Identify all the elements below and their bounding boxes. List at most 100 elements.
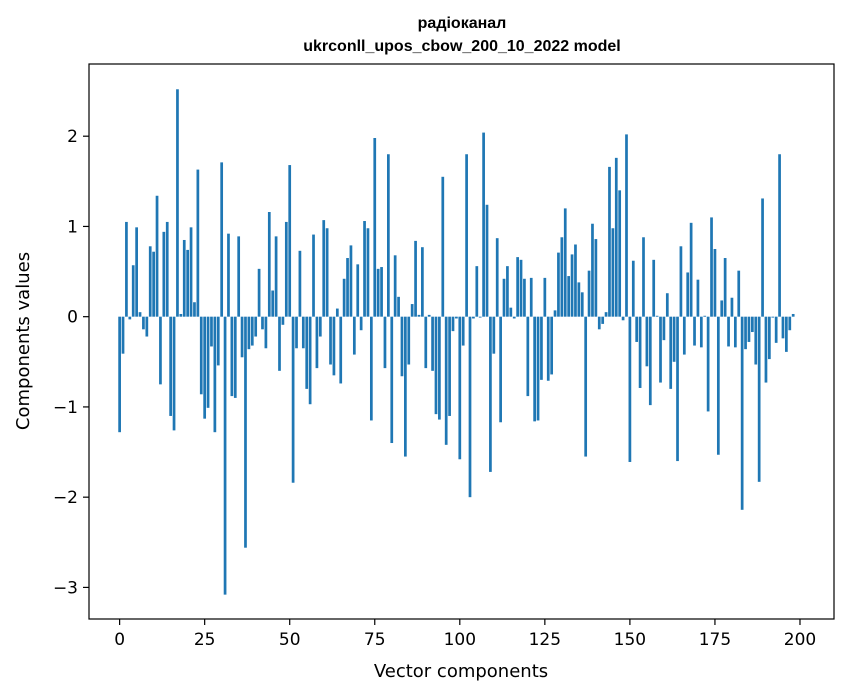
y-tick-label: −2 [53,488,78,508]
bar-47 [278,316,281,371]
bar-117 [516,257,519,317]
bar-177 [720,300,724,317]
bar-172 [703,315,707,317]
bar-29 [216,316,220,366]
bar-28 [213,316,217,433]
bar-27 [210,316,213,347]
bar-82 [397,296,400,317]
bar-190 [764,316,768,383]
x-tick-label: 175 [699,630,731,650]
bar-184 [744,316,747,350]
bar-173 [706,316,710,412]
bar-13 [162,231,166,317]
bar-188 [757,316,761,482]
bar-179 [727,316,730,347]
bar-151 [631,260,635,317]
bar-180 [730,297,734,317]
plot-frame [88,63,835,620]
bar-153 [638,316,642,388]
bar-16 [172,316,176,431]
bar-148 [621,316,625,321]
bar-100 [458,316,462,460]
bar-93 [434,316,438,415]
bar-51 [291,316,295,483]
bar-102 [465,154,468,317]
bar-186 [751,316,754,333]
bar-36 [240,316,244,358]
bar-137 [584,316,588,457]
bar-11 [155,195,159,317]
bar-series [118,89,795,595]
bar-12 [159,316,162,385]
y-tick-label: 0 [67,308,78,328]
bar-49 [284,221,288,317]
bar-56 [308,316,312,405]
bar-110 [492,316,496,354]
chart-title-line2: ukrconll_upos_cbow_200_10_2022 model [303,38,620,55]
bar-85 [407,316,411,365]
bar-124 [540,316,543,380]
bar-38 [247,316,251,350]
bar-183 [740,316,744,510]
bar-169 [693,316,696,346]
x-axis-label: Vector components [374,661,548,682]
bar-181 [733,316,737,348]
bar-174 [710,217,713,317]
bar-19 [182,239,186,317]
bar-40 [254,316,258,337]
bar-81 [393,255,397,317]
bar-170 [696,279,700,317]
bar-42 [261,316,264,330]
bar-59 [318,316,322,337]
bar-145 [611,228,615,317]
bar-175 [713,249,717,317]
bar-109 [489,316,492,472]
bar-25 [203,316,207,419]
bar-161 [665,293,669,317]
bar-163 [672,316,676,362]
bar-68 [349,245,353,317]
bar-6 [138,312,142,317]
bar-154 [642,237,645,317]
bar-196 [785,316,788,352]
bar-194 [778,154,781,317]
bar-104 [472,316,475,319]
bar-141 [597,316,601,330]
bar-132 [567,276,571,317]
bar-193 [774,316,778,343]
bar-5 [135,227,138,317]
bar-95 [441,176,445,317]
bar-70 [356,264,360,317]
bar-121 [529,277,533,317]
bar-33 [230,316,234,397]
bar-22 [193,302,196,317]
bar-185 [747,316,751,342]
bar-60 [322,220,326,317]
bar-61 [325,228,329,317]
x-tick-label: 50 [279,630,301,650]
bar-80 [390,316,394,444]
bar-57 [312,234,315,317]
x-tick-label: 150 [614,630,646,650]
bar-107 [482,132,485,317]
x-tick-label: 200 [784,630,816,650]
bar-35 [237,236,241,317]
bar-58 [315,316,319,369]
bar-125 [543,277,547,317]
bar-168 [689,222,693,317]
bar-45 [271,290,275,317]
bar-130 [560,237,564,317]
bar-160 [662,316,666,341]
x-tick-label: 25 [194,630,216,650]
bar-142 [601,316,605,324]
bar-103 [468,316,472,498]
bar-97 [448,316,451,416]
y-tick-label: −3 [53,578,78,598]
bar-192 [771,316,775,318]
bar-126 [546,316,550,381]
bar-24 [199,316,203,395]
bar-147 [618,190,622,317]
bar-4 [131,265,135,317]
y-axis-label: Components values [13,252,34,430]
y-axis-ticks: −3 −2 −1 0 1 2 [53,127,89,598]
